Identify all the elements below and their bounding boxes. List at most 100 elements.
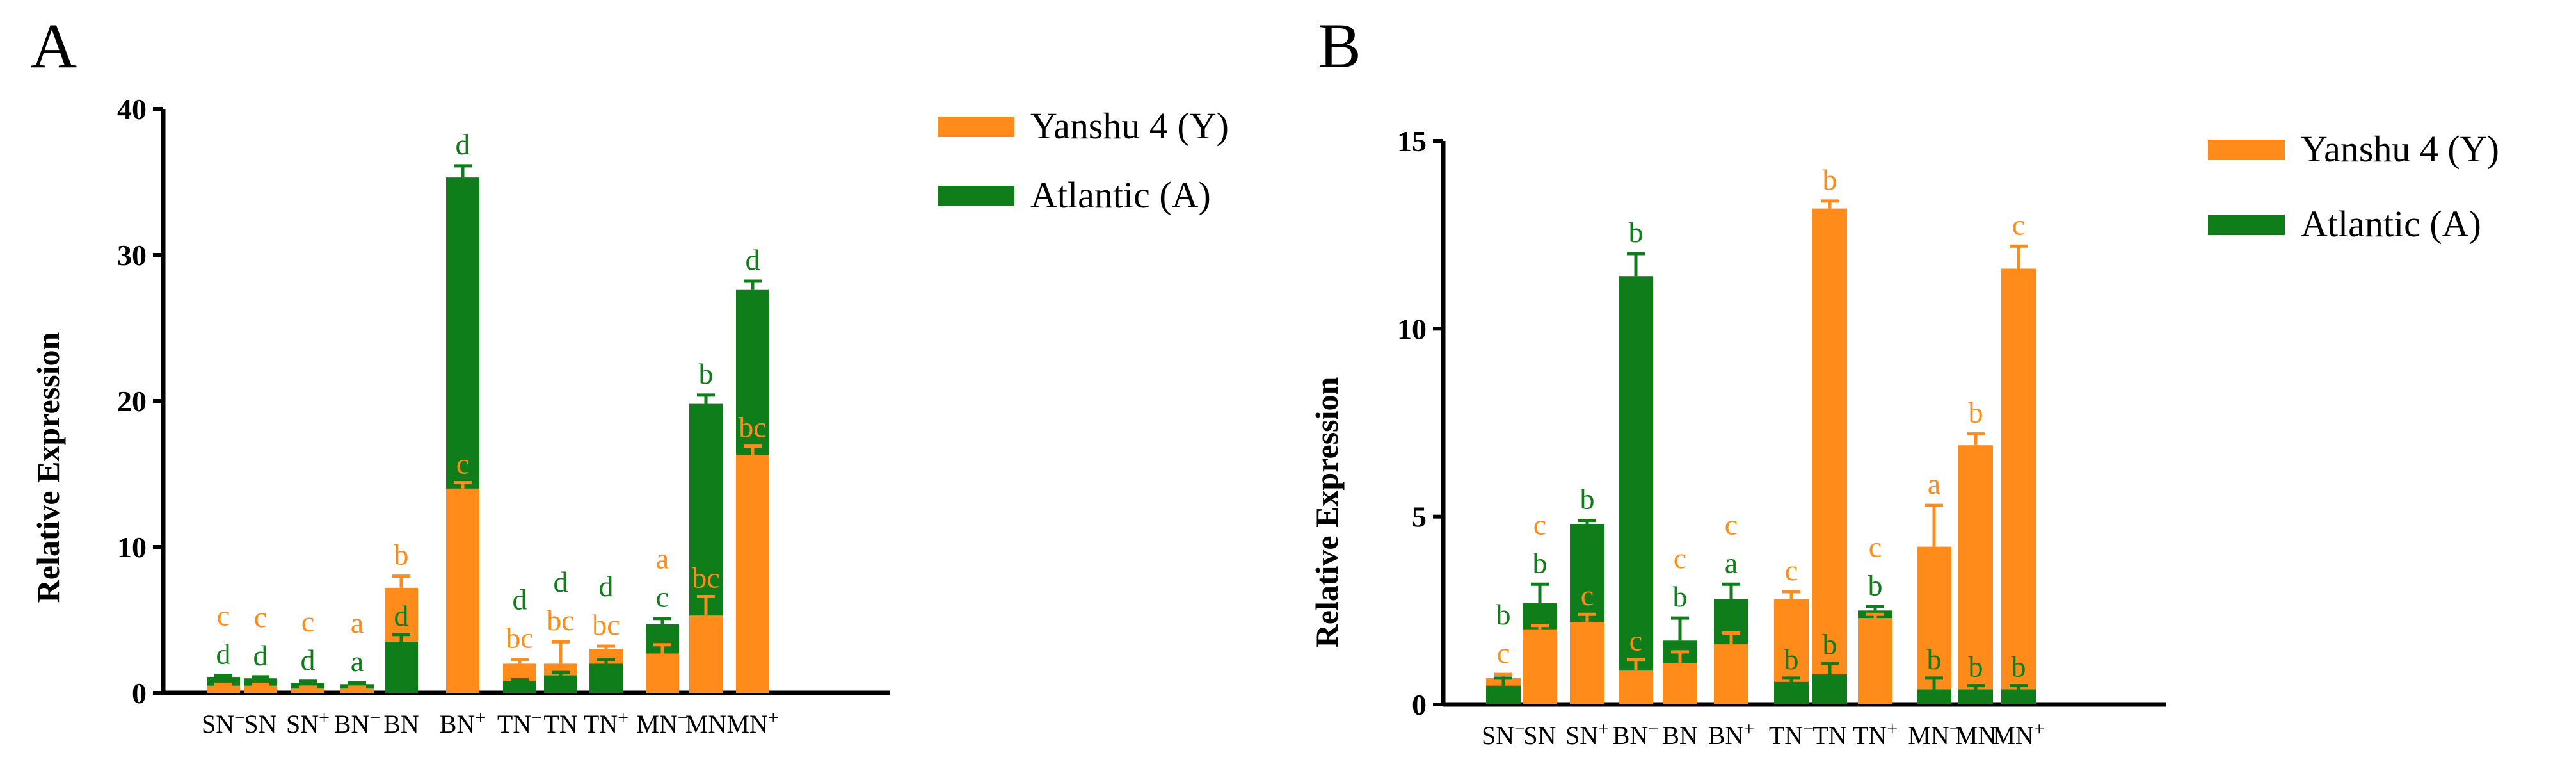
sig-letter-yanshu: c bbox=[1869, 530, 1882, 563]
sig-letter-yanshu: c bbox=[217, 599, 230, 632]
sig-letter-yanshu: c bbox=[1674, 542, 1686, 574]
sig-letter-atlantic: b bbox=[2012, 651, 2026, 683]
panel-a-ylabel: Relative Expression bbox=[30, 332, 66, 603]
bar-atlantic bbox=[1774, 681, 1809, 704]
x-tick-label: TN− bbox=[1769, 719, 1814, 750]
x-tick-label: TN bbox=[543, 710, 577, 738]
bar-yanshu bbox=[1858, 618, 1892, 704]
bar-yanshu bbox=[1570, 621, 1604, 704]
sig-letter-yanshu: c bbox=[1785, 554, 1798, 587]
panel-a-label: A bbox=[31, 10, 77, 81]
bar-atlantic bbox=[1619, 276, 1653, 704]
legend-swatch-yanshu bbox=[938, 117, 1014, 137]
sig-letter-atlantic: b bbox=[1580, 483, 1595, 516]
legend-swatch-atlantic bbox=[938, 186, 1014, 206]
sig-letter-yanshu: c bbox=[1497, 637, 1510, 669]
x-tick-label: MN bbox=[685, 710, 726, 738]
sig-letter-yanshu: a bbox=[351, 606, 364, 639]
sig-letter-atlantic: d bbox=[513, 583, 527, 616]
sig-letter-yanshu: bc bbox=[592, 608, 620, 641]
bar-atlantic bbox=[1917, 689, 1951, 704]
x-tick-label: MN bbox=[1955, 721, 1996, 750]
sig-letter-yanshu: c bbox=[1581, 579, 1594, 612]
x-tick-label: SN− bbox=[1482, 719, 1525, 750]
x-tick-label: MN+ bbox=[1992, 719, 2044, 750]
sig-letter-atlantic: b bbox=[1969, 651, 1983, 683]
bar-atlantic bbox=[1812, 674, 1847, 704]
panel-b-axes: 0 5 10 15 bbox=[1397, 125, 2166, 721]
bar-yanshu bbox=[1812, 208, 1847, 705]
sig-letter-yanshu: bc bbox=[506, 622, 533, 654]
sig-letter-atlantic: d bbox=[746, 243, 760, 276]
y-tick-label: 0 bbox=[132, 677, 147, 710]
sig-letter-atlantic: a bbox=[1725, 546, 1738, 579]
y-tick-label: 10 bbox=[1397, 313, 1427, 345]
sig-letter-atlantic: b bbox=[1673, 580, 1688, 613]
legend-label-atlantic: Atlantic (A) bbox=[2301, 203, 2481, 245]
sig-letter-yanshu: b bbox=[1969, 396, 1983, 429]
y-tick-label: 15 bbox=[1397, 125, 1427, 158]
x-tick-label: BN+ bbox=[440, 707, 486, 738]
x-tick-label: TN+ bbox=[584, 707, 628, 738]
sig-letter-yanshu: bc bbox=[547, 604, 574, 637]
sig-letter-atlantic: a bbox=[351, 645, 364, 678]
y-tick-label: 5 bbox=[1412, 501, 1427, 533]
y-tick-label: 0 bbox=[1412, 688, 1427, 721]
sig-letter-atlantic: d bbox=[301, 644, 316, 676]
bar-yanshu bbox=[1523, 629, 1557, 704]
panel-b-label: B bbox=[1318, 10, 1361, 81]
bar-atlantic bbox=[544, 675, 577, 693]
bar-atlantic bbox=[503, 681, 536, 693]
sig-letter-atlantic: b bbox=[1784, 643, 1799, 676]
y-tick-label: 10 bbox=[117, 531, 147, 564]
sig-letter-atlantic: b bbox=[1629, 216, 1644, 248]
bar-yanshu bbox=[646, 653, 679, 693]
sig-letter-yanshu: c bbox=[456, 448, 469, 480]
sig-letter-yanshu: c bbox=[2012, 208, 2025, 241]
sig-letter-yanshu: c bbox=[1725, 508, 1738, 540]
bar-yanshu bbox=[736, 455, 769, 693]
x-tick-label: TN bbox=[1812, 721, 1846, 750]
x-tick-label: MN− bbox=[636, 707, 688, 738]
sig-letter-yanshu: bc bbox=[692, 562, 719, 594]
panel-b-ylabel: Relative Expression bbox=[1309, 377, 1345, 647]
panel-b-legend: Yanshu 4 (Y) Atlantic (A) bbox=[2208, 128, 2499, 245]
sig-letter-yanshu: c bbox=[1533, 508, 1546, 540]
sig-letter-atlantic: c bbox=[656, 581, 669, 613]
x-tick-label: SN− bbox=[202, 707, 245, 738]
bar-atlantic bbox=[589, 663, 623, 693]
bar-yanshu bbox=[291, 688, 324, 693]
bar-yanshu bbox=[2001, 268, 2036, 704]
sig-letter-atlantic: d bbox=[456, 128, 470, 161]
x-tick-label: BN− bbox=[334, 707, 381, 738]
x-tick-label: BN− bbox=[1613, 719, 1660, 750]
x-tick-label: BN bbox=[383, 710, 419, 738]
y-tick-label: 30 bbox=[117, 239, 147, 272]
sig-letter-yanshu: a bbox=[656, 542, 669, 575]
bar-yanshu bbox=[1663, 663, 1697, 704]
x-tick-label: MN− bbox=[1908, 719, 1960, 750]
legend-swatch-atlantic bbox=[2208, 215, 2285, 235]
bar-yanshu bbox=[207, 685, 240, 693]
x-tick-label: TN+ bbox=[1853, 719, 1898, 750]
bar-yanshu bbox=[340, 688, 374, 693]
bar-atlantic bbox=[2001, 689, 2036, 704]
x-tick-label: TN− bbox=[497, 707, 542, 738]
bar-atlantic bbox=[1486, 685, 1521, 704]
y-tick-label: 20 bbox=[117, 385, 147, 418]
sig-letter-yanshu: c bbox=[301, 605, 314, 638]
panel-a-xticks: SN−SN SN+ BN− BN BN+ TN− TN TN+ MN−MN MN+ bbox=[202, 707, 779, 738]
bar-yanshu bbox=[1714, 644, 1748, 704]
legend-label-atlantic: Atlantic (A) bbox=[1030, 174, 1211, 216]
y-tick-label: 40 bbox=[117, 93, 147, 126]
x-tick-label: SN bbox=[1523, 721, 1556, 750]
sig-letter-atlantic: d bbox=[216, 638, 231, 670]
x-tick-label: SN+ bbox=[286, 707, 330, 738]
panel-a-axes: 0 10 20 30 40 bbox=[117, 93, 890, 710]
